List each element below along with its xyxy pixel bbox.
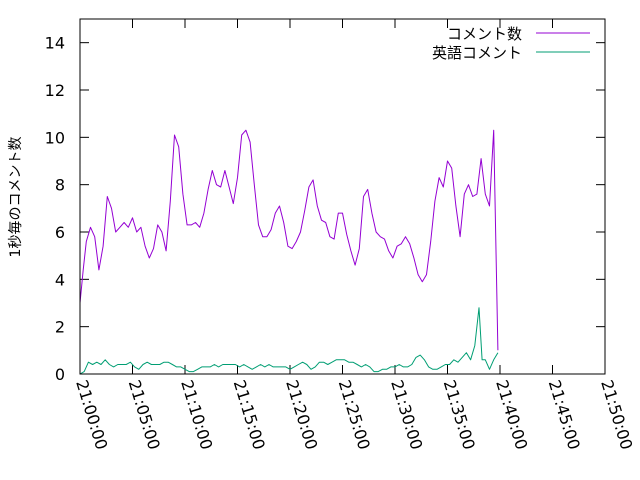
series-line-2 (79, 307, 499, 375)
y-axis-label: 1秒毎のコメント数 (8, 137, 24, 258)
y-tick-label: 2 (55, 318, 65, 337)
legend-label-2: 英語コメント (432, 44, 522, 62)
y-tick-label: 12 (45, 81, 65, 100)
x-tick-label: 21:40:00 (492, 378, 531, 452)
x-tick-label: 21:00:00 (72, 378, 111, 452)
y-tick-label: 14 (45, 34, 65, 53)
x-tick-label: 21:30:00 (387, 378, 426, 452)
x-tick-label: 21:10:00 (177, 378, 216, 452)
series-line-1 (79, 129, 499, 351)
axis-ticks: 0 2 4 6 8 10 12 14 21:00:00 21:05:00 21:10:00 21:15… (45, 19, 636, 452)
chart-series (79, 129, 499, 375)
x-tick-label: 21:50:00 (597, 378, 636, 452)
x-tick-label: 21:35:00 (440, 378, 479, 452)
x-tick-label: 21:45:00 (545, 378, 584, 452)
x-tick-label: 21:05:00 (125, 378, 164, 452)
y-tick-label: 4 (55, 270, 65, 289)
y-tick-label: 10 (45, 128, 65, 147)
y-tick-label: 8 (55, 176, 65, 195)
y-tick-label: 0 (55, 365, 65, 384)
x-tick-label: 21:15:00 (230, 378, 269, 452)
x-tick-label: 21:25:00 (335, 378, 374, 452)
y-tick-label: 6 (55, 223, 65, 242)
plot-border (79, 18, 606, 375)
x-tick-label: 21:20:00 (282, 378, 321, 452)
legend-label-1: コメント数 (447, 25, 522, 43)
